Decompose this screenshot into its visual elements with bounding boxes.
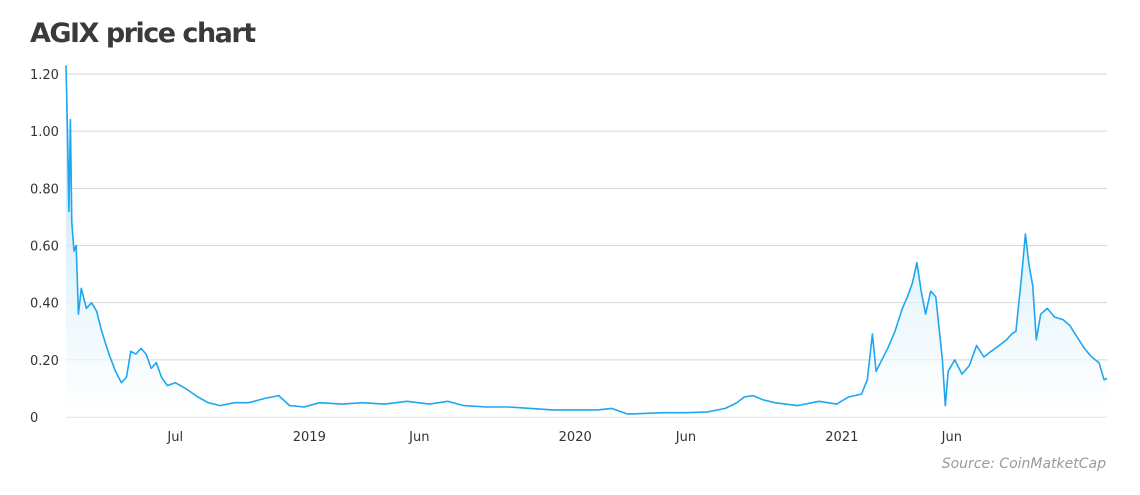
- y-tick-label: 0.60: [30, 240, 59, 255]
- x-tick-label: Jul: [166, 430, 183, 445]
- y-tick-label: 0.40: [30, 297, 59, 312]
- x-tick-label: 2021: [825, 430, 858, 445]
- y-tick-label: 1.00: [30, 125, 59, 140]
- price-line: [65, 65, 1108, 415]
- y-tick-label: 0: [30, 411, 38, 426]
- x-tick-label: Jun: [941, 430, 962, 445]
- price-area-fill: [66, 65, 1107, 418]
- y-tick-label: 1.20: [30, 68, 59, 83]
- x-tick-label: 2019: [293, 430, 326, 445]
- x-axis: Jul 2019 Jun 2020 Jun 2021 Jun: [166, 430, 962, 445]
- source-note: Source: CoinMatketCap: [941, 456, 1106, 472]
- y-axis: 0 0.20 0.40 0.60 0.80 1.00 1.20: [30, 68, 59, 426]
- y-tick-label: 0.80: [30, 182, 59, 197]
- plot-area: [65, 65, 1108, 418]
- x-tick-label: 2020: [559, 430, 592, 445]
- x-tick-label: Jun: [675, 430, 696, 445]
- y-tick-label: 0.20: [30, 354, 59, 369]
- chart-title: AGIX price chart: [30, 18, 256, 49]
- x-tick-label: Jun: [408, 430, 429, 445]
